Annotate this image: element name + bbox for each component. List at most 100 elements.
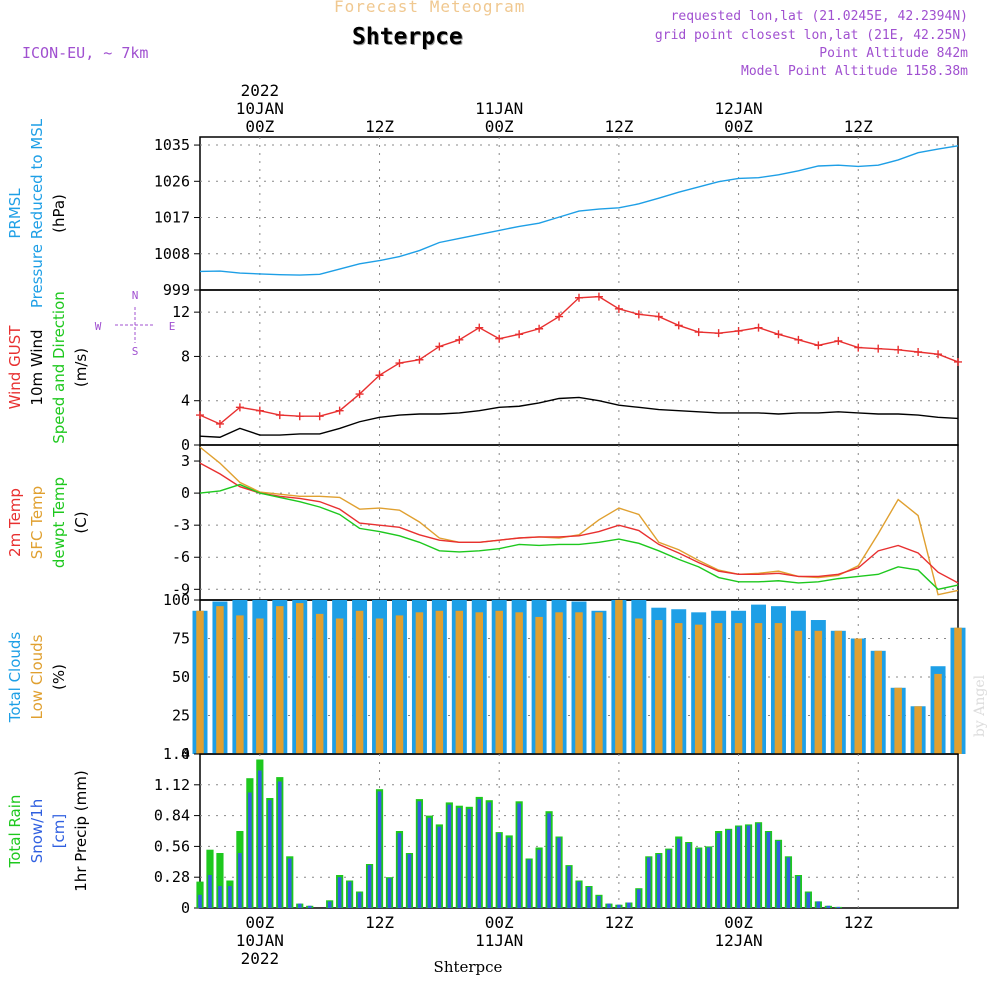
bar-snow-1h	[277, 781, 282, 908]
panel-0: 1035 1026 1017 1008 999 PRMSL Pressure Reduced…	[6, 118, 959, 308]
gust-marker	[674, 321, 683, 330]
bar-snow-1h	[347, 881, 352, 908]
bar-snow-1h	[607, 903, 611, 908]
bar-snow-1h	[637, 889, 641, 908]
series-line-10m-wind	[199, 396, 959, 438]
gust-marker	[315, 412, 324, 421]
gust-marker	[614, 304, 623, 313]
point-altitude: Point Altitude 842m	[819, 46, 968, 61]
axis-label: (hPa)	[50, 194, 68, 233]
bar-low-clouds	[734, 623, 743, 754]
bar-snow-1h	[567, 866, 571, 908]
bar-low-clouds	[355, 610, 364, 754]
gust-marker	[894, 345, 903, 354]
gust-marker	[794, 335, 803, 344]
bar-low-clouds	[954, 627, 962, 754]
bar-low-clouds	[455, 610, 464, 754]
series-line-wind-gust	[199, 295, 959, 425]
gust-marker	[515, 330, 524, 339]
bar-snow-1h	[497, 833, 502, 908]
gust-marker	[435, 342, 444, 351]
top-time-label: 00Z	[245, 117, 274, 136]
bar-low-clouds	[595, 612, 603, 754]
top-time-label: 00Z	[485, 117, 514, 136]
bar-snow-1h	[736, 826, 741, 908]
top-time-label: 12Z	[604, 117, 633, 136]
y-tick-label: 4	[181, 392, 190, 410]
y-tick-label: 25	[172, 707, 190, 725]
bar-low-clouds	[714, 623, 723, 754]
axis-label: Pressure Reduced to MSL	[28, 118, 46, 308]
bar-snow-1h	[218, 886, 222, 908]
gust-marker	[754, 323, 763, 332]
bottom-time-label: 12Z	[365, 913, 394, 932]
y-tick-label: 1008	[154, 245, 190, 263]
bar-low-clouds	[854, 638, 863, 754]
bar-snow-1h	[577, 881, 581, 908]
bar-snow-1h	[686, 843, 691, 908]
axis-label: Total Clouds	[6, 632, 24, 724]
y-tick-label: 12	[172, 303, 190, 321]
y-tick-label: 0	[181, 899, 190, 917]
gust-marker	[954, 357, 962, 366]
y-tick-label: 50	[172, 668, 190, 686]
bar-low-clouds	[794, 630, 803, 754]
bottom-time-label: 11JAN	[475, 931, 523, 950]
bottom-time-label: 12Z	[844, 913, 873, 932]
top-time-label: 00Z	[724, 117, 753, 136]
bar-snow-1h	[437, 826, 442, 908]
bar-low-clouds	[315, 613, 324, 754]
requested-coords: requested lon,lat (21.0245E, 42.2394N)	[670, 9, 968, 24]
bar-snow-1h	[716, 833, 721, 908]
gust-marker	[215, 419, 224, 428]
bar-snow-1h	[627, 902, 631, 908]
y-tick-label: 1.4	[163, 745, 190, 763]
panel-4: 1.4 1.12 0.84 0.56 0.28 0 Total Rain Snow/1h [cm…	[6, 745, 959, 917]
gust-marker	[475, 323, 484, 332]
y-tick-label: 0	[181, 745, 190, 763]
gust-marker	[535, 324, 544, 333]
bar-snow-1h	[776, 840, 781, 908]
gust-marker	[694, 328, 703, 337]
axis-label: 10m Wind	[28, 329, 46, 405]
bar-low-clouds	[495, 610, 503, 754]
bar-snow-1h	[696, 848, 701, 908]
top-time-label: 11JAN	[475, 99, 523, 118]
model-label: ICON-EU, ~ 7km	[22, 44, 149, 62]
bar-low-clouds	[894, 687, 902, 754]
bar-low-clouds	[256, 618, 264, 754]
bar-low-clouds	[415, 612, 424, 754]
axis-label: 2m Temp	[6, 488, 24, 557]
bar-snow-1h	[547, 813, 551, 908]
gust-marker	[555, 312, 564, 321]
axis-label: Snow/1h	[28, 799, 46, 864]
axis-label: PRMSL	[6, 188, 24, 239]
bar-snow-1h	[457, 807, 462, 908]
bar-snow-1h	[287, 858, 292, 908]
bar-snow-1h	[766, 832, 771, 908]
bar-snow-1h	[597, 895, 601, 908]
gust-marker	[415, 355, 424, 364]
bar-low-clouds	[694, 624, 703, 754]
series-line-2m-temp	[199, 462, 959, 584]
bar-snow-1h	[806, 892, 811, 908]
bar-snow-1h	[387, 878, 392, 908]
gust-marker	[854, 343, 863, 352]
compass-n: N	[132, 289, 139, 302]
top-time-label: 10JAN	[236, 99, 284, 118]
station-title: Shterpce	[352, 24, 463, 50]
axis-label: [cm]	[50, 814, 68, 849]
gust-marker	[654, 312, 663, 321]
bar-snow-1h	[427, 817, 432, 908]
bar-low-clouds	[295, 603, 304, 754]
bar-snow-1h	[487, 802, 492, 908]
bar-snow-1h	[676, 838, 681, 908]
axis-label: 1hr Precip (mm)	[72, 770, 90, 891]
panel-frame	[199, 289, 959, 446]
axis-label: SFC Temp	[28, 486, 46, 559]
y-tick-label: 8	[181, 347, 190, 365]
gust-marker	[814, 341, 823, 350]
compass-w: W	[95, 320, 102, 333]
bar-snow-1h	[417, 801, 422, 908]
